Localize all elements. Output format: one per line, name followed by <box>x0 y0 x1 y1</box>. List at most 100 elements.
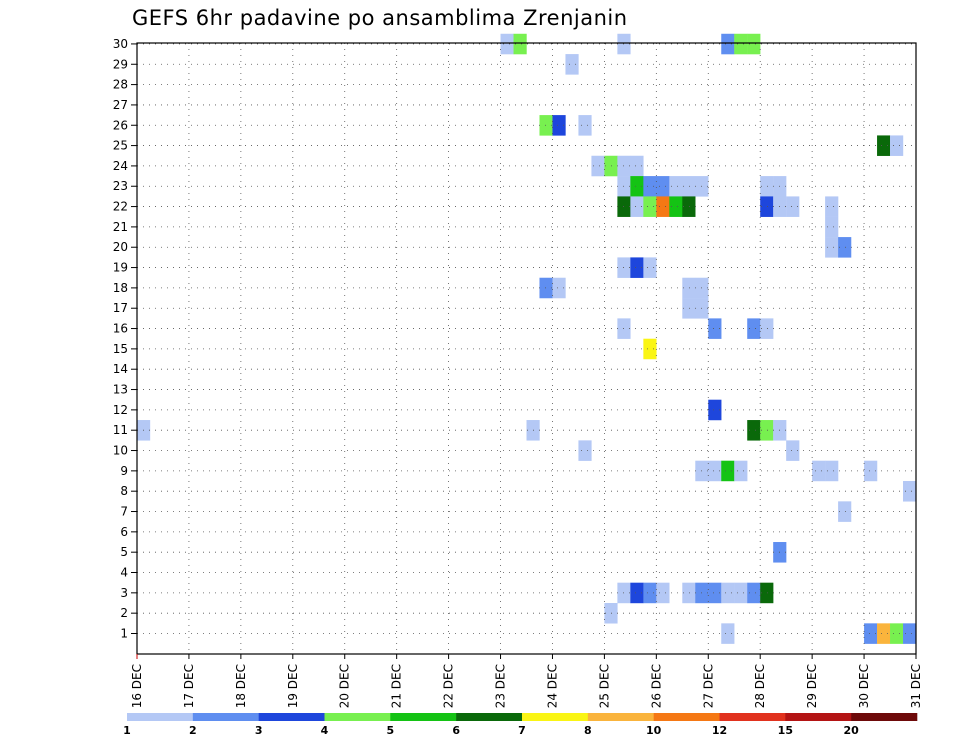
heatmap-cell <box>708 318 722 339</box>
colorbar-segment <box>192 713 259 721</box>
colorbar-label: 10 <box>646 724 662 737</box>
heatmap-cell <box>656 582 670 604</box>
y-tick-label: 28 <box>113 78 128 92</box>
x-tick-label: 25 DEC <box>597 664 611 708</box>
colorbar-label: 20 <box>844 724 860 737</box>
heatmap-cell <box>630 582 644 604</box>
heatmap-cell <box>630 257 644 278</box>
heatmap-cell <box>643 176 657 197</box>
y-tick-label: 8 <box>120 484 128 498</box>
y-tick-label: 17 <box>113 301 128 315</box>
heatmap-cell <box>682 582 696 604</box>
heatmap-cell <box>747 33 761 55</box>
x-tick-label: 19 DEC <box>286 664 300 708</box>
heatmap-cell <box>786 196 800 217</box>
heatmap-cell <box>591 155 605 177</box>
x-tick-label: 27 DEC <box>701 664 715 708</box>
y-tick-label: 14 <box>113 362 128 376</box>
heatmap-cell <box>812 460 826 482</box>
colorbar-label: 3 <box>255 724 263 737</box>
heatmap-cell <box>643 582 657 604</box>
heatmap-cell <box>903 623 916 644</box>
heatmap-cell <box>604 155 618 177</box>
colorbar-segment <box>719 713 786 721</box>
heatmap-cell <box>747 318 761 339</box>
heatmap-cell <box>578 440 592 461</box>
heatmap-cell <box>877 623 891 644</box>
colorbar-segment <box>456 713 523 721</box>
colorbar-label: 1 <box>123 724 131 737</box>
x-tick-label: 28 DEC <box>753 664 767 708</box>
heatmap-cell <box>500 33 514 55</box>
heatmap-cell <box>734 33 748 55</box>
colorbar-label: 15 <box>778 724 793 737</box>
heatmap-cell <box>864 460 878 482</box>
y-tick-label: 9 <box>120 464 128 478</box>
x-tick-label: 18 DEC <box>234 664 248 708</box>
heatmap-cell <box>552 277 566 299</box>
colorbar-segment <box>653 713 720 721</box>
plot-frame <box>136 42 917 655</box>
heatmap-cell <box>760 318 774 339</box>
heatmap-cell <box>786 440 800 461</box>
heatmap-cell <box>539 115 553 136</box>
y-tick-label: 5 <box>120 545 128 559</box>
heatmap-cell <box>734 582 748 604</box>
y-tick-label: 4 <box>120 566 128 580</box>
x-tick-label: 24 DEC <box>545 664 559 708</box>
y-tick-label: 12 <box>113 403 128 417</box>
y-tick-label: 3 <box>120 586 128 600</box>
heatmap-cell <box>838 501 852 522</box>
heatmap-cell <box>747 582 761 604</box>
colorbar-label: 8 <box>584 724 592 737</box>
y-tick-label: 6 <box>120 525 128 539</box>
x-tick-label: 16 DEC <box>130 664 144 708</box>
heatmap-cell <box>825 460 839 482</box>
heatmap-cell <box>838 237 852 258</box>
heatmap-cell <box>643 257 657 278</box>
colorbar-segment <box>785 713 852 721</box>
y-tick-label: 25 <box>113 139 128 153</box>
heatmap-cell <box>643 338 657 360</box>
y-tick-label: 30 <box>113 37 128 51</box>
x-tick-label: 26 DEC <box>649 664 663 708</box>
colorbar-segment <box>324 713 391 721</box>
colorbar-segment <box>522 713 589 721</box>
heatmap-cell <box>682 176 696 197</box>
y-tick-label: 22 <box>113 200 128 214</box>
heatmap-cell <box>760 582 774 604</box>
x-tick-label: 31 DEC <box>909 664 923 708</box>
heatmap-cell <box>825 237 839 258</box>
heatmap-cell <box>565 54 579 75</box>
heatmap-cell <box>669 196 683 217</box>
colorbar-label: 7 <box>518 724 526 737</box>
x-tick-label: 29 DEC <box>805 664 819 708</box>
x-tick-label: 23 DEC <box>494 664 508 708</box>
heatmap-cell <box>708 582 722 604</box>
y-tick-label: 23 <box>113 179 128 193</box>
y-tick-label: 29 <box>113 57 128 71</box>
x-tick-label: 30 DEC <box>857 664 871 708</box>
colorbar-segment <box>127 713 194 721</box>
colorbar-label: 12 <box>712 724 727 737</box>
y-tick-label: 24 <box>113 159 128 173</box>
x-tick-label: 17 DEC <box>182 664 196 708</box>
heatmap-cell <box>890 623 904 644</box>
heatmap-cell <box>877 135 891 156</box>
y-tick-label: 11 <box>113 423 128 437</box>
heatmap-cell <box>825 196 839 217</box>
axes-layer: 1234567891011121314151617181920212223242… <box>113 37 923 708</box>
heatmap-cell <box>630 176 644 197</box>
grid-layer <box>137 43 916 654</box>
colorbar-segment <box>258 713 325 721</box>
colorbar-label: 5 <box>387 724 395 737</box>
heatmap-cell <box>721 33 735 55</box>
cells-layer <box>137 33 916 644</box>
heatmap-cell <box>734 460 748 482</box>
colorbar-label: 6 <box>452 724 460 737</box>
y-tick-label: 19 <box>113 261 128 275</box>
y-tick-label: 10 <box>113 444 128 458</box>
heatmap-cell <box>552 115 566 136</box>
colorbar-label: 2 <box>189 724 197 737</box>
